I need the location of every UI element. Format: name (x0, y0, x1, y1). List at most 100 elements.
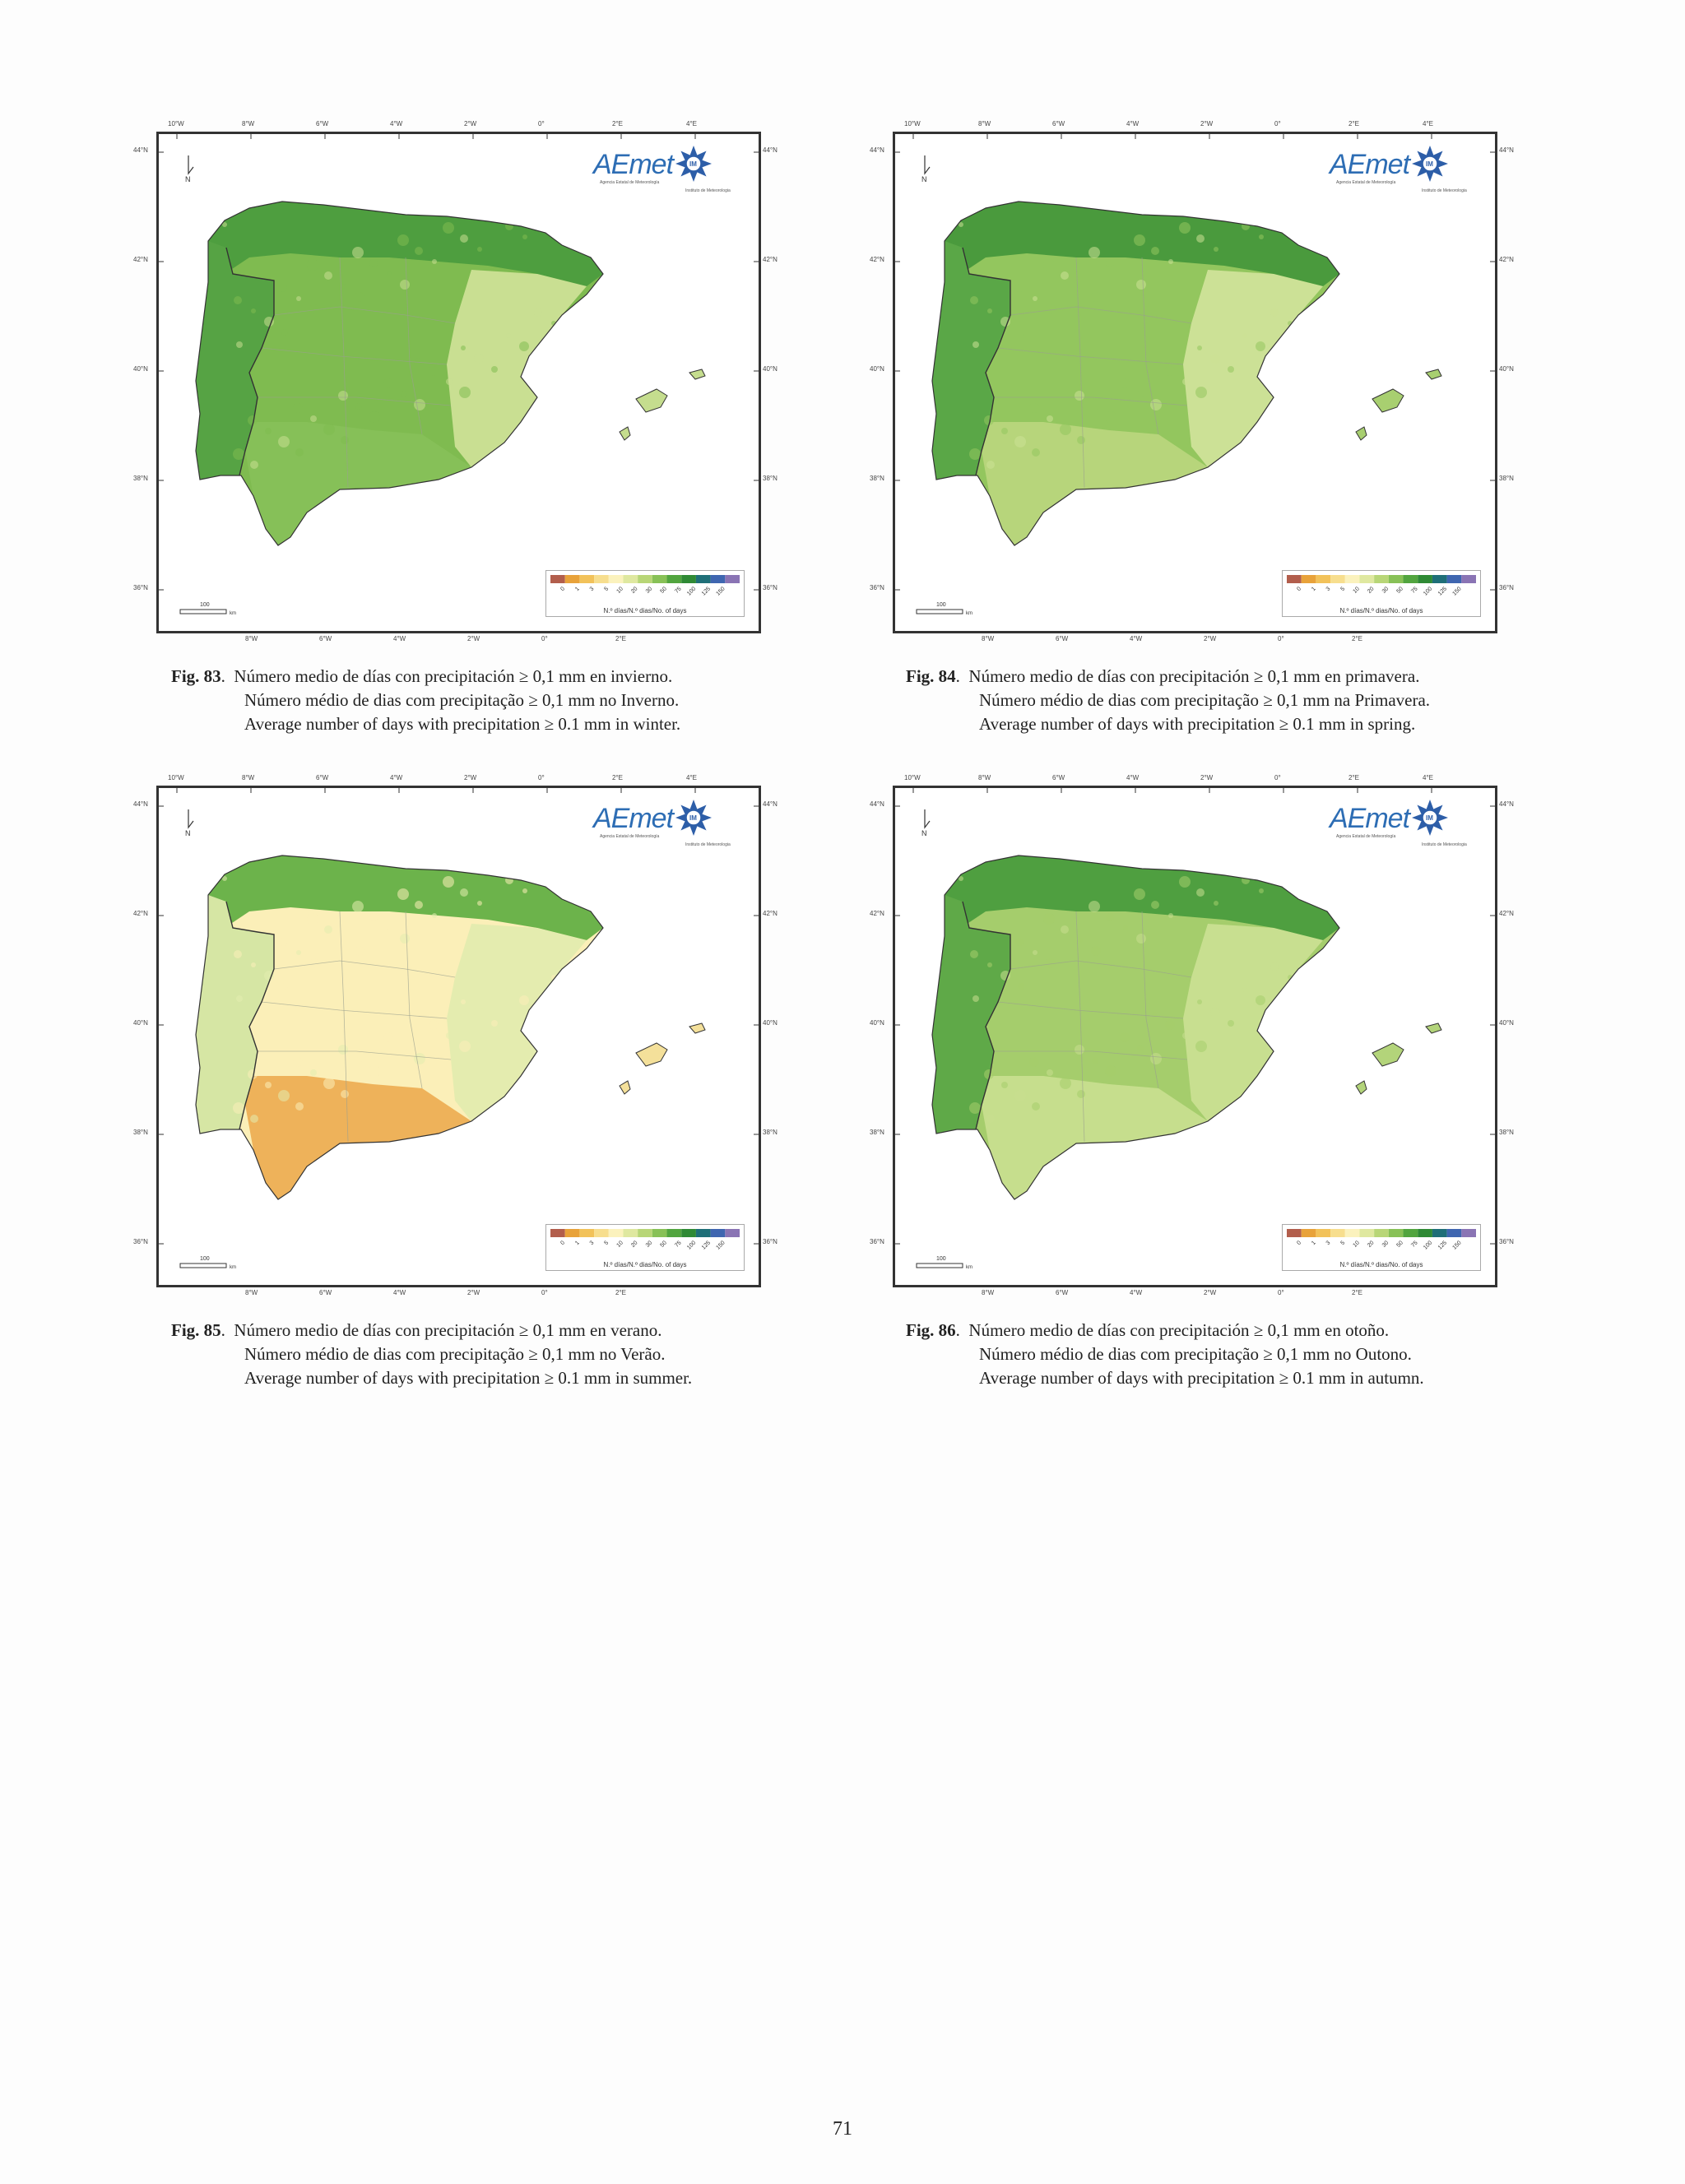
legend-title: N.º días/N.º dias/No. of days (1339, 607, 1423, 614)
top-tick-label: 4°W (1126, 774, 1140, 781)
right-tick-label: 42°N (763, 910, 778, 917)
east-region (1183, 270, 1323, 467)
left-tick-label: 38°N (870, 1129, 884, 1136)
left-tick-label: 42°N (870, 910, 884, 917)
legend-swatch (1418, 1229, 1432, 1237)
legend-swatch (1418, 575, 1432, 583)
svg-text:IM: IM (689, 814, 697, 822)
legend-swatch (550, 575, 565, 583)
legend-class-label: 0 (1296, 1240, 1302, 1246)
map-frame: N 100 km IM AEmet Agencia Estatal de Meteorol… (156, 786, 761, 1287)
top-tick-label: 0° (538, 120, 545, 128)
legend-class-label: 50 (659, 586, 668, 595)
coastline (195, 855, 604, 1200)
top-tick-label: 2°E (1348, 120, 1359, 128)
caption-pt: Número médio de dias com precipitação ≥ … (979, 1344, 1412, 1364)
legend-swatch (1461, 575, 1476, 583)
legend-swatch (1330, 575, 1345, 583)
legend-swatch (1446, 1229, 1462, 1237)
legend-swatch (638, 1229, 652, 1237)
top-tick-label: 4°W (390, 120, 403, 128)
aemet-logo-subtitle: Agencia Estatal de Meteorología (600, 834, 660, 839)
legend-class-label: 75 (1410, 586, 1419, 595)
legend-class-label: 3 (589, 1240, 596, 1246)
top-tick-label: 4°W (1126, 120, 1140, 128)
legend-swatch (594, 1229, 609, 1237)
left-tick-label: 44°N (870, 146, 884, 154)
legend-swatch (681, 1229, 696, 1237)
west-region (196, 241, 274, 480)
legend-class-label: 150 (716, 1240, 726, 1250)
aemet-logo: AEmet (593, 803, 674, 834)
page-number: 71 (833, 2118, 852, 2140)
legend-class-label: 1 (574, 1240, 581, 1246)
bottom-tick-label: 2°W (467, 635, 480, 642)
legend-swatch (710, 1229, 726, 1237)
legend-class-label: 20 (1367, 1240, 1376, 1249)
caption-pt: Número médio de dias com precipitação ≥ … (979, 690, 1431, 710)
legend-class-label: 125 (1437, 1240, 1448, 1250)
svg-text:100: 100 (936, 1256, 946, 1262)
top-tick-label: 4°E (1423, 774, 1433, 781)
legend: 0 1 3 5 10 20 30 50 75 100 125 150 N.º días/N.º dias… (545, 570, 745, 617)
legend-class-label: 125 (701, 586, 712, 596)
left-tick-label: 42°N (133, 910, 148, 917)
bottom-tick-label: 6°W (319, 1289, 332, 1296)
legend-class-label: 10 (615, 1240, 624, 1249)
caption-84: Fig. 84. Número medio de días con precip… (906, 665, 1531, 736)
portugal-border (962, 901, 1011, 1130)
left-tick-label: 38°N (870, 475, 884, 482)
bottom-tick-label: 2°E (615, 635, 626, 642)
right-tick-label: 36°N (763, 1238, 778, 1245)
legend-swatch (710, 575, 726, 583)
bottom-tick-label: 6°W (1056, 1289, 1069, 1296)
aemet-logo-subtitle: Agencia Estatal de Meteorología (1336, 180, 1396, 185)
legend-class-label: 30 (645, 1240, 654, 1249)
bottom-tick-label: 2°E (615, 1289, 626, 1296)
top-tick-label: 2°W (1200, 120, 1214, 128)
aemet-logo: AEmet (1330, 149, 1410, 180)
legend-swatch (550, 1229, 565, 1237)
legend-class-label: 20 (1367, 586, 1376, 595)
right-tick-label: 44°N (763, 800, 778, 808)
bottom-tick-label: 4°W (1130, 1289, 1143, 1296)
legend-swatch (1388, 575, 1404, 583)
top-tick-label: 0° (538, 774, 545, 781)
bottom-tick-label: 4°W (393, 635, 406, 642)
legend-swatch (1330, 1229, 1345, 1237)
coastline (931, 855, 1340, 1200)
balearic-island (1355, 426, 1367, 441)
left-tick-label: 44°N (870, 800, 884, 808)
legend-class-label: 50 (1395, 586, 1404, 595)
top-tick-label: 2°W (464, 120, 477, 128)
right-tick-label: 42°N (1499, 910, 1514, 917)
legend-swatch (564, 1229, 580, 1237)
scale-bar: 100 km (179, 602, 236, 616)
legend-swatch (1316, 575, 1331, 583)
top-tick-label: 10°W (904, 120, 921, 128)
legend-class-label: 30 (645, 586, 654, 595)
figure-86: N 100 km IM AEmet Agencia Estatal de Meteorol… (870, 774, 1514, 1296)
right-tick-label: 40°N (1499, 1019, 1514, 1027)
iberian-peninsula (195, 855, 706, 1200)
legend-class-label: 75 (674, 586, 683, 595)
left-tick-label: 36°N (133, 1238, 148, 1245)
legend-class-label: 75 (674, 1240, 683, 1249)
legend-class-label: 10 (1352, 586, 1361, 595)
left-tick-label: 44°N (133, 800, 148, 808)
legend-swatch (1287, 575, 1302, 583)
balearic-island (689, 369, 706, 380)
top-tick-label: 0° (1274, 774, 1281, 781)
caption-es: Número medio de días con precipitación ≥… (968, 1320, 1390, 1340)
legend-title: N.º días/N.º dias/No. of days (603, 1261, 687, 1268)
left-tick-label: 38°N (133, 475, 148, 482)
im-seal-subtitle: Instituto de Meteorologia (685, 188, 731, 193)
left-tick-label: 40°N (870, 365, 884, 373)
balearic-island (619, 1080, 631, 1095)
right-tick-label: 42°N (763, 256, 778, 263)
legend-swatch (638, 575, 652, 583)
legend-class-label: 75 (1410, 1240, 1419, 1249)
legend-class-label: 30 (1381, 586, 1390, 595)
caption-es: Número medio de días con precipitación ≥… (234, 666, 673, 686)
